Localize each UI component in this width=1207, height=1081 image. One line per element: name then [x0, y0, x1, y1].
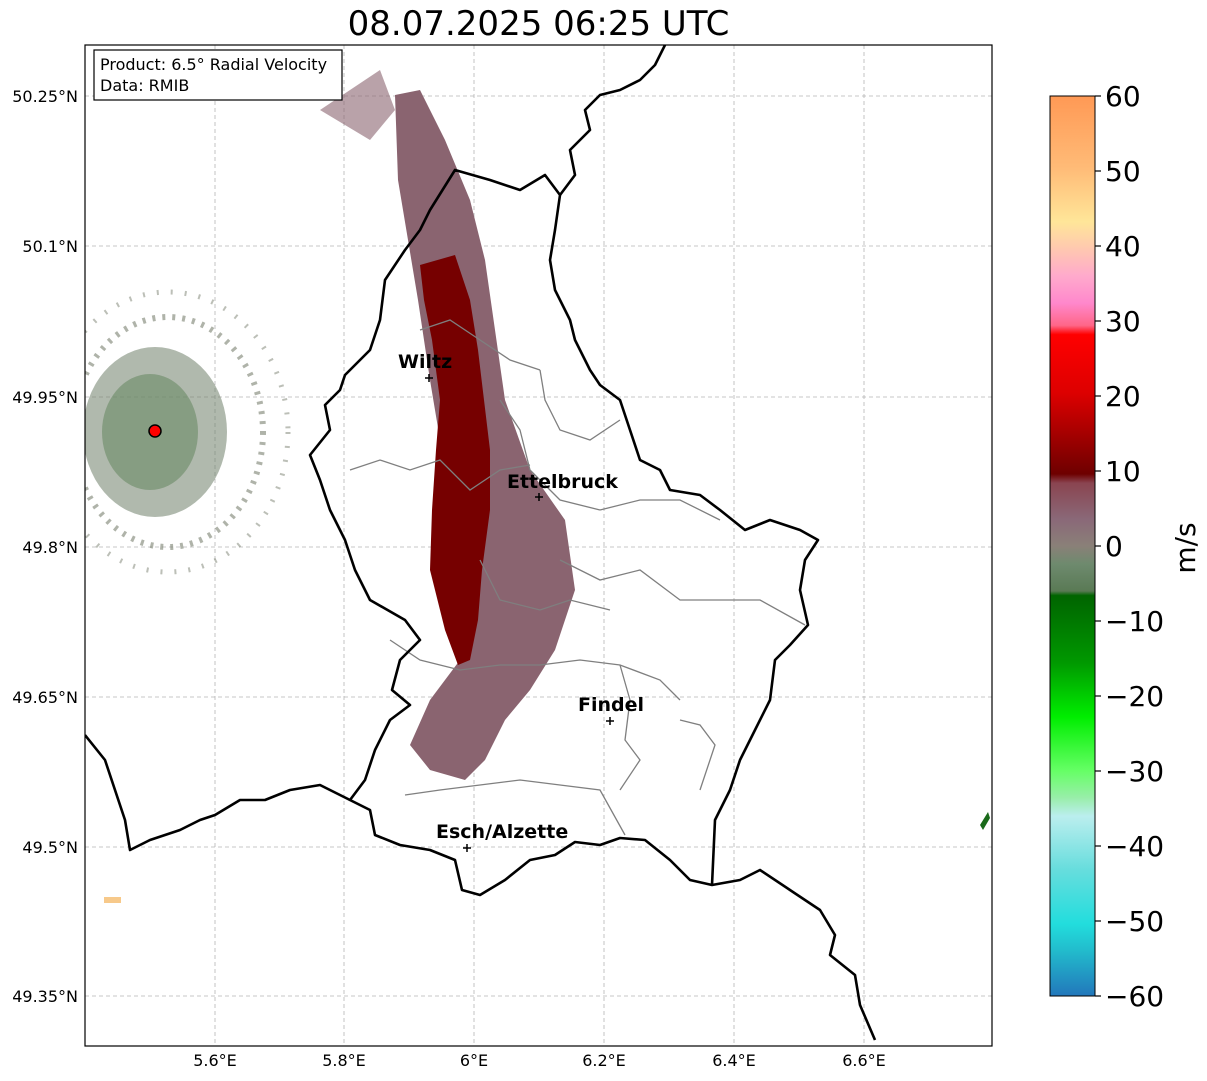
lat-tick: 49.8°N: [22, 538, 78, 557]
city-markers: [425, 374, 614, 852]
lon-tick: 5.6°E: [193, 1051, 237, 1070]
city-label-esch: Esch/Alzette: [436, 821, 568, 843]
info-box: Product: 6.5° Radial Velocity Data: RMIB: [93, 49, 343, 101]
lat-tick: 49.35°N: [12, 987, 78, 1006]
lon-tick: 6.4°E: [712, 1051, 756, 1070]
colorbar-tick: −60: [1105, 980, 1164, 1013]
city-label-wiltz: Wiltz: [398, 351, 452, 373]
colorbar-tick: −20: [1105, 680, 1164, 713]
canton-borders: [349, 319, 806, 836]
lon-tick: 5.8°E: [322, 1051, 366, 1070]
info-product: Product: 6.5° Radial Velocity: [100, 55, 327, 74]
lat-ticks: 50.25°N 50.1°N 49.95°N 49.8°N 49.65°N 49…: [12, 87, 78, 1006]
lon-tick: 6.2°E: [582, 1051, 626, 1070]
lon-tick: 6°E: [460, 1051, 488, 1070]
city-label-findel: Findel: [578, 694, 644, 716]
colorbar-unit: m/s: [1169, 522, 1202, 573]
lat-tick: 49.5°N: [22, 838, 78, 857]
lon-ticks: 5.6°E 5.8°E 6°E 6.2°E 6.4°E 6.6°E: [193, 1051, 886, 1070]
lat-tick: 50.25°N: [12, 87, 78, 106]
colorbar-tick: 50: [1105, 155, 1141, 188]
colorbar: 60 50 40 30 20 10 0 −10 −20 −30 −40 −50 …: [1049, 80, 1202, 1013]
colorbar-tick: −50: [1105, 905, 1164, 938]
radar-site-marker: [148, 424, 162, 438]
colorbar-tick: 0: [1105, 530, 1123, 563]
map-title: 08.07.2025 06:25 UTC: [347, 4, 730, 44]
colorbar-scale: [1049, 95, 1096, 997]
city-label-ettelbruck: Ettelbruck: [507, 471, 618, 493]
colorbar-tick: 40: [1105, 230, 1141, 263]
lat-tick: 49.95°N: [12, 388, 78, 407]
colorbar-tick: −40: [1105, 830, 1164, 863]
colorbar-tick: 20: [1105, 380, 1141, 413]
colorbar-tick: −10: [1105, 605, 1164, 638]
gridlines: [85, 45, 992, 1046]
plot-frame: [84, 44, 993, 1047]
radar-echo-strong: [420, 255, 490, 665]
colorbar-tick: −30: [1105, 755, 1164, 788]
lon-tick: 6.6°E: [842, 1051, 886, 1070]
lat-tick: 50.1°N: [22, 237, 78, 256]
country-borders: [85, 45, 877, 1041]
info-data: Data: RMIB: [100, 76, 189, 95]
colorbar-tick: 10: [1105, 455, 1141, 488]
colorbar-tick: 60: [1105, 80, 1141, 113]
lat-tick: 49.65°N: [12, 688, 78, 707]
colorbar-tick: 30: [1105, 305, 1141, 338]
